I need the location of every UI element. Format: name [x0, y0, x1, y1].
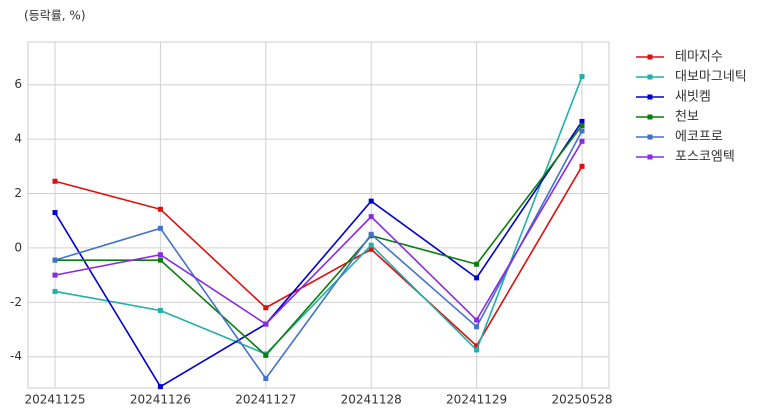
marker [474, 343, 480, 349]
marker [157, 225, 163, 231]
marker [579, 128, 585, 134]
marker [474, 317, 480, 323]
marker [52, 272, 58, 278]
y-axis-label: (등락률, %) [24, 9, 86, 23]
marker [157, 384, 163, 390]
legend-label: 에코프로 [675, 130, 723, 145]
marker [157, 307, 163, 313]
marker [52, 210, 58, 216]
marker [157, 252, 163, 258]
x-tick-label: 20241127 [235, 393, 296, 407]
marker [579, 138, 585, 144]
y-tick-label: 6 [14, 77, 22, 91]
marker [579, 123, 585, 129]
marker [368, 231, 374, 237]
legend-label: 천보 [675, 110, 699, 125]
marker [52, 178, 58, 184]
legend-marker [647, 134, 653, 140]
marker [368, 214, 374, 220]
marker [52, 257, 58, 263]
marker [579, 118, 585, 124]
marker [579, 74, 585, 80]
marker [263, 352, 269, 358]
x-tick-label: 20250528 [551, 393, 612, 407]
marker [579, 163, 585, 169]
marker [368, 246, 374, 252]
legend-marker [647, 114, 653, 120]
marker [263, 321, 269, 327]
y-tick-label: -4 [10, 349, 22, 363]
marker [157, 257, 163, 263]
series-line [55, 125, 583, 357]
y-tick-label: 2 [14, 186, 22, 200]
legend-label: 새빗켐 [675, 90, 711, 105]
legend-marker [647, 94, 653, 100]
series-line [54, 130, 583, 380]
marker [368, 242, 374, 248]
series-line [54, 165, 583, 348]
y-tick-label: 4 [14, 132, 22, 146]
plot-area [27, 41, 610, 389]
x-tick-label: 20241125 [24, 393, 85, 407]
series-line [54, 140, 583, 326]
x-tick-label: 20241128 [341, 393, 402, 407]
marker [474, 324, 480, 330]
legend-label: 대보마그네틱 [675, 70, 747, 85]
series-line [54, 76, 583, 355]
legend-label: 테마지수 [675, 50, 723, 65]
marker [368, 198, 374, 204]
marker [263, 375, 269, 381]
series-line [54, 120, 583, 388]
marker [474, 261, 480, 267]
marker [263, 305, 269, 311]
legend-marker [647, 74, 653, 80]
marker [474, 275, 480, 281]
marker [157, 206, 163, 212]
legend-label: 포스코엠텍 [675, 150, 735, 165]
marker [474, 347, 480, 353]
x-tick-label: 20241129 [446, 393, 507, 407]
marker [52, 288, 58, 294]
x-tick-label: 20241126 [130, 393, 191, 407]
legend-marker [647, 154, 653, 160]
y-tick-label: 0 [14, 240, 22, 254]
legend-marker [647, 54, 653, 60]
y-tick-label: -2 [10, 295, 22, 309]
